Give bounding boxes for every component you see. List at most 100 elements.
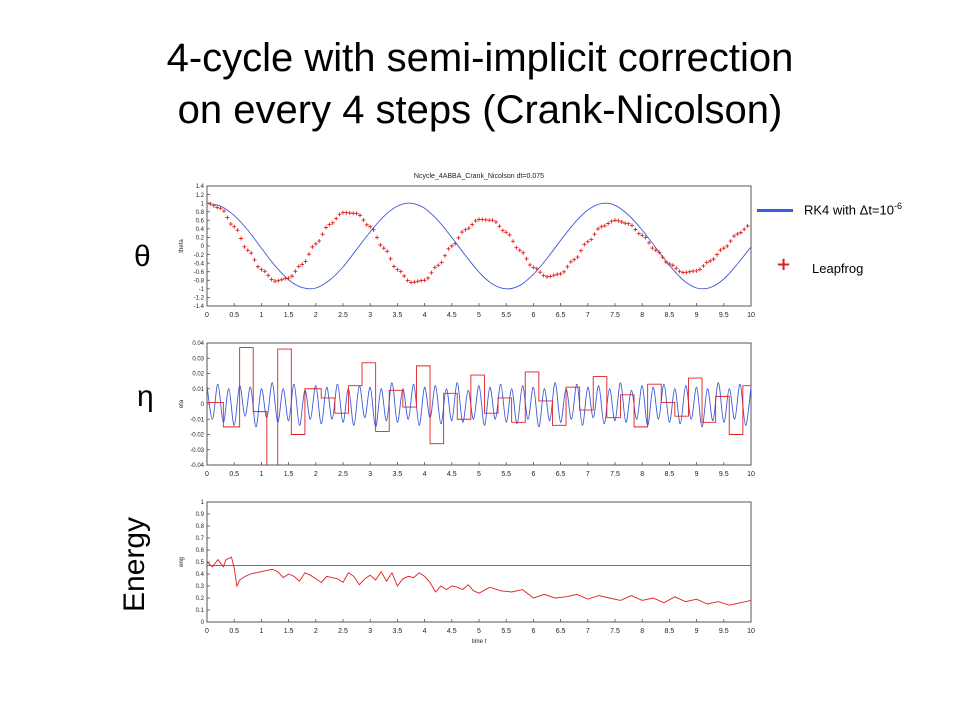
y-axis-label: eng <box>179 557 185 567</box>
x-tick-label: 9 <box>695 628 699 635</box>
data-point-plus <box>660 255 665 260</box>
y-tick-label: -0.8 <box>194 278 205 284</box>
series-1-line <box>207 347 751 465</box>
x-tick-label: 5 <box>477 628 481 635</box>
x-tick-label: 5.5 <box>501 628 511 635</box>
data-point-plus <box>650 246 655 251</box>
x-tick-label: 4 <box>423 628 427 635</box>
x-tick-label: 9.5 <box>719 628 729 635</box>
data-point-plus <box>371 227 376 232</box>
data-point-plus <box>405 278 410 283</box>
y-tick-label: -0.02 <box>190 433 204 439</box>
x-tick-label: 5 <box>477 471 481 478</box>
data-point-plus <box>565 264 570 269</box>
x-tick-label: 1.5 <box>284 471 294 478</box>
data-point-plus <box>402 274 407 278</box>
data-point-plus <box>449 244 454 248</box>
x-tick-label: 2.5 <box>338 628 348 635</box>
data-point-plus <box>494 220 498 225</box>
x-tick-label: 4 <box>423 312 427 319</box>
data-point-plus <box>541 273 546 278</box>
legend-rk4-label: RK4 with Δt=10-6 <box>804 201 902 217</box>
y-tick-label: 0.01 <box>192 387 204 393</box>
data-point-plus <box>636 231 641 236</box>
data-point-plus <box>432 265 437 270</box>
series-group <box>207 556 751 606</box>
data-point-plus <box>698 267 702 272</box>
data-point-plus <box>701 263 706 268</box>
data-point-plus <box>480 217 485 222</box>
y-tick-label: 0.6 <box>196 548 205 554</box>
x-tick-label: 0.5 <box>229 471 239 478</box>
data-point-plus <box>266 273 271 278</box>
y-tick-label: 1 <box>201 500 205 506</box>
data-point-plus <box>242 244 247 249</box>
x-tick-label: 0 <box>205 471 209 478</box>
x-tick-label: 6.5 <box>556 628 566 635</box>
x-tick-label: 8.5 <box>665 312 675 319</box>
data-point-plus <box>538 270 543 275</box>
data-point-plus <box>711 257 716 262</box>
data-point-plus <box>616 218 621 223</box>
data-point-plus <box>575 255 580 260</box>
data-point-plus <box>232 224 237 229</box>
data-point-plus <box>296 264 301 269</box>
data-point-plus <box>684 270 689 275</box>
x-tick-label: 9.5 <box>719 471 729 478</box>
data-point-plus <box>429 270 434 275</box>
data-point-plus <box>235 228 240 233</box>
data-point-plus <box>606 221 611 226</box>
data-point-plus <box>609 219 614 224</box>
data-point-plus <box>596 226 600 231</box>
y-tick-label: -0.03 <box>190 448 204 454</box>
data-point-plus <box>443 253 447 258</box>
data-point-plus <box>317 239 322 244</box>
data-point-plus <box>218 206 223 211</box>
x-tick-label: 7 <box>586 312 590 319</box>
data-point-plus <box>239 236 243 241</box>
x-tick-label: 5 <box>477 312 481 319</box>
x-tick-label: 8 <box>640 628 644 635</box>
data-point-plus <box>585 239 590 244</box>
x-tick-label: 10 <box>747 312 755 319</box>
y-tick-label: -0.4 <box>194 261 205 267</box>
data-point-plus <box>589 237 594 242</box>
data-point-plus <box>548 274 553 279</box>
x-tick-label: 1 <box>259 312 263 319</box>
data-point-plus <box>721 246 726 251</box>
y-tick-label: -0.2 <box>194 253 205 259</box>
data-point-plus <box>310 244 315 249</box>
x-tick-label: 2 <box>314 471 318 478</box>
data-point-plus <box>599 224 604 229</box>
legend-rk4-exponent: -6 <box>893 201 902 211</box>
data-point-plus <box>378 243 383 248</box>
slide-title-line2: on every 4 steps (Crank-Nicolson) <box>177 88 783 132</box>
x-tick-label: 10 <box>747 471 755 478</box>
data-point-plus <box>562 269 566 274</box>
data-point-plus <box>568 259 573 264</box>
data-point-plus <box>415 279 420 284</box>
y-tick-label: 0.8 <box>196 210 205 216</box>
data-point-plus <box>732 234 736 239</box>
data-point-plus <box>466 226 471 231</box>
y-tick-label: 0.3 <box>196 584 205 590</box>
data-point-plus <box>344 210 349 215</box>
data-point-plus <box>470 222 475 227</box>
legend-leapfrog-label: Leapfrog <box>812 261 864 276</box>
data-point-plus <box>715 252 719 257</box>
data-point-plus <box>735 232 740 236</box>
data-point-plus <box>517 248 522 253</box>
y-tick-label: -0.04 <box>190 463 204 469</box>
data-point-plus <box>613 218 617 223</box>
data-point-plus <box>334 216 339 221</box>
eta-panel-label: η <box>137 380 154 413</box>
data-point-plus <box>273 279 277 284</box>
data-point-plus <box>207 201 209 206</box>
data-point-plus <box>507 232 512 237</box>
x-tick-label: 9 <box>695 471 699 478</box>
chart-panel-eta: 0.040.030.020.010-0.01-0.02-0.03-0.040 0.… <box>179 341 755 478</box>
data-point-plus <box>446 246 451 251</box>
x-tick-label: 2.5 <box>338 312 348 319</box>
x-tick-label: 8.5 <box>665 628 675 635</box>
